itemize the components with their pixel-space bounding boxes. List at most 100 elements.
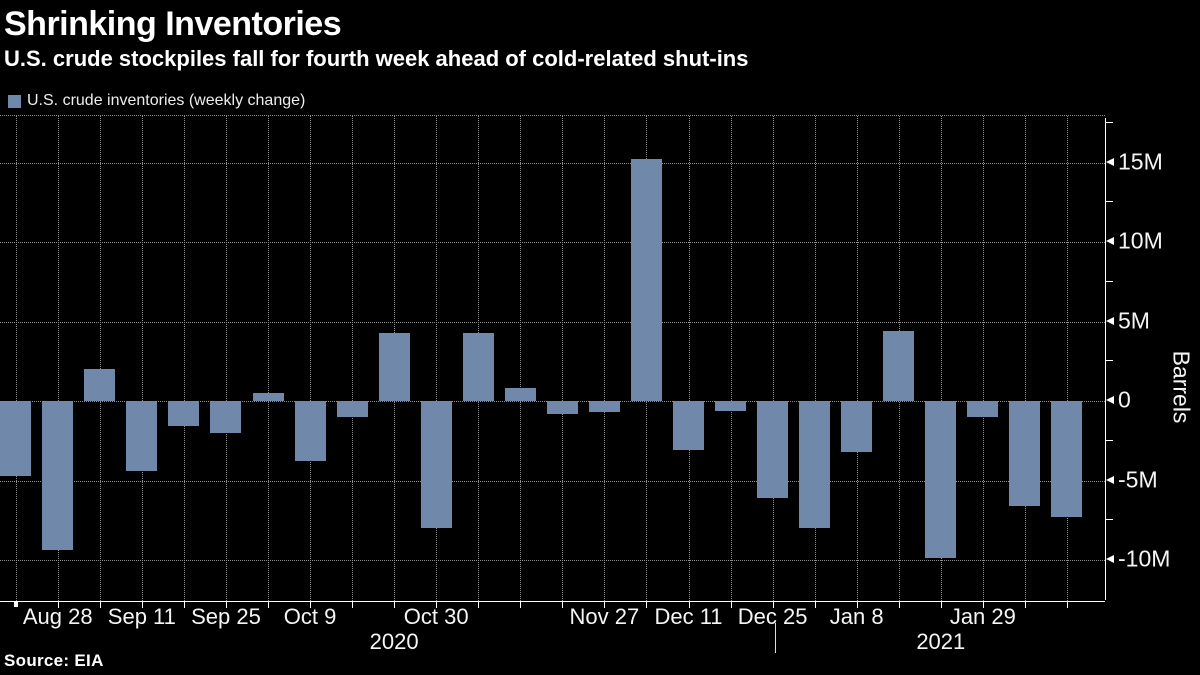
x-tick-label: Dec 25 [737,604,808,629]
chart-bar [378,332,410,401]
chart-bar [630,159,662,401]
x-tick [646,601,648,608]
x-tick [141,601,143,608]
v-gridline [268,116,269,601]
legend-label: U.S. crude inventories (weekly change) [27,92,306,109]
v-gridline [604,116,606,601]
chart-bar [84,369,116,401]
x-tick [520,601,522,608]
y-tick-label: 15M [1118,148,1163,174]
v-gridline [15,116,17,601]
x-tick [225,601,227,608]
y-tick-major [1106,157,1114,166]
x-tick [352,601,354,608]
v-gridline [225,116,227,601]
chart-bar [420,401,452,529]
x-tick [310,601,312,608]
x-tick-label: Oct 9 [283,604,337,629]
y-tick-major [1106,316,1114,325]
chart-area: Barrels 15M 10M 5M 0 -5M -10M Aug 28 Sep 11 Sep … [0,115,1200,675]
x-tick-label: Aug 28 [22,604,93,629]
y-tick-minor [1106,439,1113,441]
chart-bar [294,401,326,462]
y-tick-label: 5M [1118,307,1150,333]
chart-subtitle: U.S. crude stockpiles fall for fourth we… [4,46,749,71]
chart-title: Shrinking Inventories [4,5,342,43]
chart-bar [883,331,915,401]
x-tick [604,601,606,608]
x-tick [394,601,396,608]
x-tick-label: Jan 29 [949,604,1016,629]
x-tick [982,601,984,608]
chart-bar [504,388,536,401]
x-tick [99,601,101,608]
h-gridline [0,162,1105,164]
y-tick-label: -5M [1118,466,1158,492]
y-tick-minor [1106,201,1113,203]
chart-bar [673,401,704,451]
x-tick [562,601,564,608]
x-tick-label: Dec 11 [654,604,723,629]
x-tick [940,601,942,608]
chart-bar [168,401,200,427]
x-tick [772,601,774,608]
v-gridline [772,116,774,601]
y-tick-label: 10M [1118,227,1163,254]
chart-bar [925,401,957,559]
chart-bar [799,401,831,529]
plot-area [0,115,1105,602]
chart-bar [336,401,368,417]
y-tick-label: -10M [1118,545,1171,572]
x-tick-label: Sep 25 [191,604,261,629]
h-gridline [0,560,1105,561]
y-tick-minor [1106,360,1113,362]
year-label: 2021 [916,629,966,654]
chart-bar [757,401,789,498]
y-tick-major [1106,475,1114,484]
x-tick [730,601,732,608]
h-gridline [0,321,1105,323]
x-tick [856,601,858,608]
chart-bar [715,401,747,411]
v-gridline [520,116,522,601]
v-gridline [730,116,732,601]
v-gridline [141,116,143,601]
chart-bar [126,401,158,471]
legend-swatch-icon [8,94,21,108]
source-label: Source: EIA [4,651,104,670]
x-tick-label: Nov 27 [569,604,640,629]
x-tick [57,601,59,608]
x-tick [1066,601,1068,608]
v-gridline [688,116,690,601]
legend: U.S. crude inventories (weekly change) [8,92,305,110]
y-tick-minor [1106,121,1113,123]
chart-bar [252,393,284,401]
y-tick-minor [1106,280,1113,282]
x-tick-label: Jan 8 [829,604,884,629]
chart-bar [0,401,32,476]
x-tick-label: Sep 11 [107,604,176,629]
x-tick [13,601,18,607]
chart-bar [1051,401,1083,518]
v-gridline [1066,116,1068,601]
chart-bar [546,401,578,414]
chart-bar [967,401,999,417]
v-gridline [814,116,816,601]
v-gridline [940,116,942,601]
v-gridline [183,116,185,601]
x-tick-label: Oct 30 [403,604,469,629]
year-label: 2020 [369,629,419,654]
y-axis-spine [1105,118,1106,600]
v-gridline [562,116,564,601]
x-tick [814,601,816,608]
year-divider [774,623,776,653]
chart-bar [1009,401,1041,506]
v-gridline [982,116,984,601]
x-tick [688,601,690,608]
x-tick [268,601,269,608]
x-tick [478,601,480,608]
y-tick-label: 0 [1118,386,1131,413]
x-tick [898,601,900,608]
chart-bar [841,401,873,452]
v-gridline [99,116,101,601]
